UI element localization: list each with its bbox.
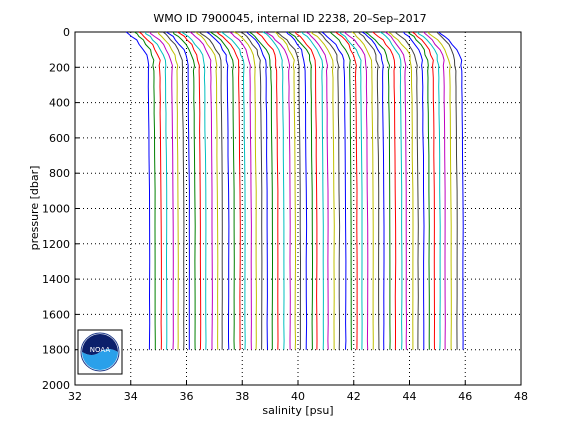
profile-line: [305, 31, 329, 350]
y-axis-title: pressure [dbar]: [28, 166, 41, 251]
profile-line: [255, 31, 279, 350]
profile-line: [229, 31, 252, 350]
profile-line: [351, 31, 374, 350]
x-axis-ticks: 32 34 36 38 40 42 44 46 48: [68, 381, 528, 403]
profile-line: [394, 31, 419, 350]
profile-line: [172, 31, 196, 350]
profile-line: [149, 31, 174, 350]
x-tick-label: 36: [180, 390, 194, 403]
profile-line: [343, 31, 369, 350]
profile-line: [195, 31, 219, 350]
profile-line: [310, 31, 335, 350]
x-tick-label: 46: [458, 390, 472, 403]
profile-line: [423, 31, 446, 350]
y-tick-label: 2000: [42, 379, 70, 392]
profile-line: [249, 31, 274, 350]
profile-line: [189, 31, 213, 350]
profile-line: [301, 31, 324, 350]
profile-line: [357, 31, 380, 350]
profile-line: [240, 31, 263, 350]
profile-line: [138, 31, 162, 350]
y-tick-label: 800: [49, 167, 70, 180]
y-tick-label: 1600: [42, 308, 70, 321]
profile-line: [411, 31, 436, 350]
profile-line: [361, 31, 385, 350]
y-tick-label: 1800: [42, 344, 70, 357]
profile-line: [372, 31, 397, 350]
profile-line: [206, 31, 230, 350]
x-tick-label: 44: [403, 390, 417, 403]
profile-line: [427, 31, 452, 350]
profile-line: [162, 31, 185, 350]
y-axis-ticks: 0 200 400 600 800 1000 1200 1400 1600 1800 2000: [42, 26, 79, 392]
profile-line: [379, 31, 403, 350]
y-tick-label: 1000: [42, 203, 70, 216]
profile-line: [364, 31, 391, 350]
profile-line: [262, 31, 285, 350]
profile-line: [216, 31, 241, 350]
noaa-logo-text: NOAA: [90, 346, 111, 354]
profile-line: [221, 31, 246, 350]
profile-lines: [125, 31, 464, 350]
profile-line: [384, 31, 408, 350]
profile-line: [233, 31, 257, 350]
profile-line: [321, 31, 347, 350]
y-tick-label: 200: [49, 61, 70, 74]
profile-line: [335, 31, 358, 350]
profile-line: [157, 31, 179, 350]
y-tick-label: 1200: [42, 238, 70, 251]
profile-line: [436, 31, 458, 350]
x-tick-label: 48: [514, 390, 528, 403]
profile-line: [210, 31, 235, 350]
chart-title: WMO ID 7900045, internal ID 2238, 20–Sep…: [153, 12, 426, 25]
x-tick-label: 40: [291, 390, 305, 403]
profile-line: [265, 31, 291, 350]
profile-line: [144, 31, 168, 350]
noaa-logo: NOAA: [77, 329, 123, 375]
y-tick-label: 600: [49, 132, 70, 145]
y-tick-label: 0: [63, 26, 70, 39]
y-tick-label: 1400: [42, 273, 70, 286]
y-tick-label: 400: [49, 97, 70, 110]
grid-lines: [75, 32, 521, 385]
profile-line: [438, 31, 464, 350]
profile-line: [286, 31, 308, 350]
profile-line: [338, 31, 363, 350]
profile-line: [287, 31, 314, 350]
profile-line: [294, 31, 318, 350]
profile-line: [416, 31, 441, 350]
profile-line: [198, 31, 223, 350]
x-axis-title: salinity [psu]: [262, 404, 333, 417]
profile-line: [125, 31, 151, 350]
profile-line: [246, 31, 268, 350]
profile-line: [402, 31, 425, 350]
profile-line: [329, 31, 352, 350]
x-tick-label: 42: [347, 390, 361, 403]
x-tick-label: 38: [235, 390, 249, 403]
profile-line: [177, 31, 202, 350]
profile-line: [181, 31, 207, 350]
profile-line: [407, 31, 430, 350]
x-tick-label: 34: [124, 390, 138, 403]
profile-line: [166, 31, 190, 350]
profile-line: [134, 31, 156, 350]
profile-line: [275, 31, 302, 350]
profile-line: [274, 31, 297, 350]
profile-line: [317, 31, 341, 350]
profile-line: [387, 31, 414, 350]
x-tick-label: 32: [68, 390, 82, 403]
